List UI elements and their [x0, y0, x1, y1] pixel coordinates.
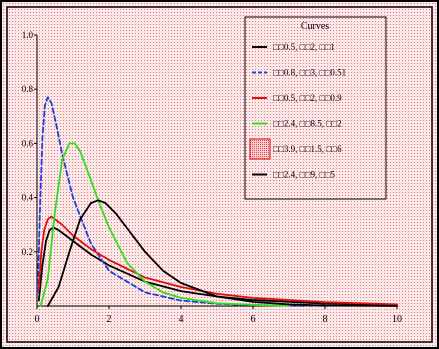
y-tick-label: 0.2 [22, 247, 33, 257]
legend-label: □□3.9, □□1.5, □□6 [273, 144, 342, 154]
series-line-6 [46, 199, 398, 307]
series-layer [36, 96, 398, 307]
y-axis-ticks: 0.2 0.4 0.6 0.8 1.0 [22, 30, 37, 257]
y-tick-label: 1.0 [22, 30, 34, 40]
legend-item: □□0.5, □□2, □□0.9 [252, 93, 342, 103]
x-tick-label: 6 [251, 314, 256, 325]
x-tick-label: 0 [35, 314, 40, 325]
series-line-3 [37, 215, 398, 306]
x-tick-label: 4 [179, 314, 184, 325]
series-line-1 [37, 226, 398, 306]
legend-item: □□0.5, □□2, □□1 [252, 42, 335, 52]
series-line-2 [36, 96, 326, 307]
x-tick-label: 10 [392, 314, 402, 325]
legend-item: □□0.8, □□3, □□0.51 [252, 68, 346, 78]
legend-label: □□0.8, □□3, □□0.51 [273, 68, 346, 78]
legend-box [244, 16, 387, 200]
legend-title: Curves [301, 21, 329, 32]
y-tick-label: 0.6 [22, 138, 34, 148]
legend-label: □□2.4, □□9, □□5 [273, 170, 335, 180]
x-tick-label: 8 [323, 314, 328, 325]
legend-label: □□2.4, □□8.5, □□2 [273, 119, 342, 129]
legend-item: □□2.4, □□8.5, □□2 [252, 119, 342, 129]
legend-label: □□0.5, □□2, □□0.9 [273, 93, 342, 103]
y-tick-label: 0.8 [22, 84, 34, 94]
x-axis-ticks: 0 2 4 6 8 10 [35, 306, 402, 325]
legend-item: □□2.4, □□9, □□5 [252, 170, 335, 180]
legend-items: □□0.5, □□2, □□1 □□0.8, □□3, □□0.51 □□0.5, … [249, 42, 346, 180]
legend: Curves □□0.5, □□2, □□1 □□0.8, □□3, □□0.51… [244, 16, 387, 200]
figure-inner-frame [6, 6, 433, 343]
y-tick-label: 0.4 [22, 193, 34, 203]
legend-swatch [249, 138, 271, 160]
legend-label: □□0.5, □□2, □□1 [273, 42, 335, 52]
legend-item: □□3.9, □□1.5, □□6 [249, 138, 342, 160]
x-tick-label: 2 [107, 314, 112, 325]
